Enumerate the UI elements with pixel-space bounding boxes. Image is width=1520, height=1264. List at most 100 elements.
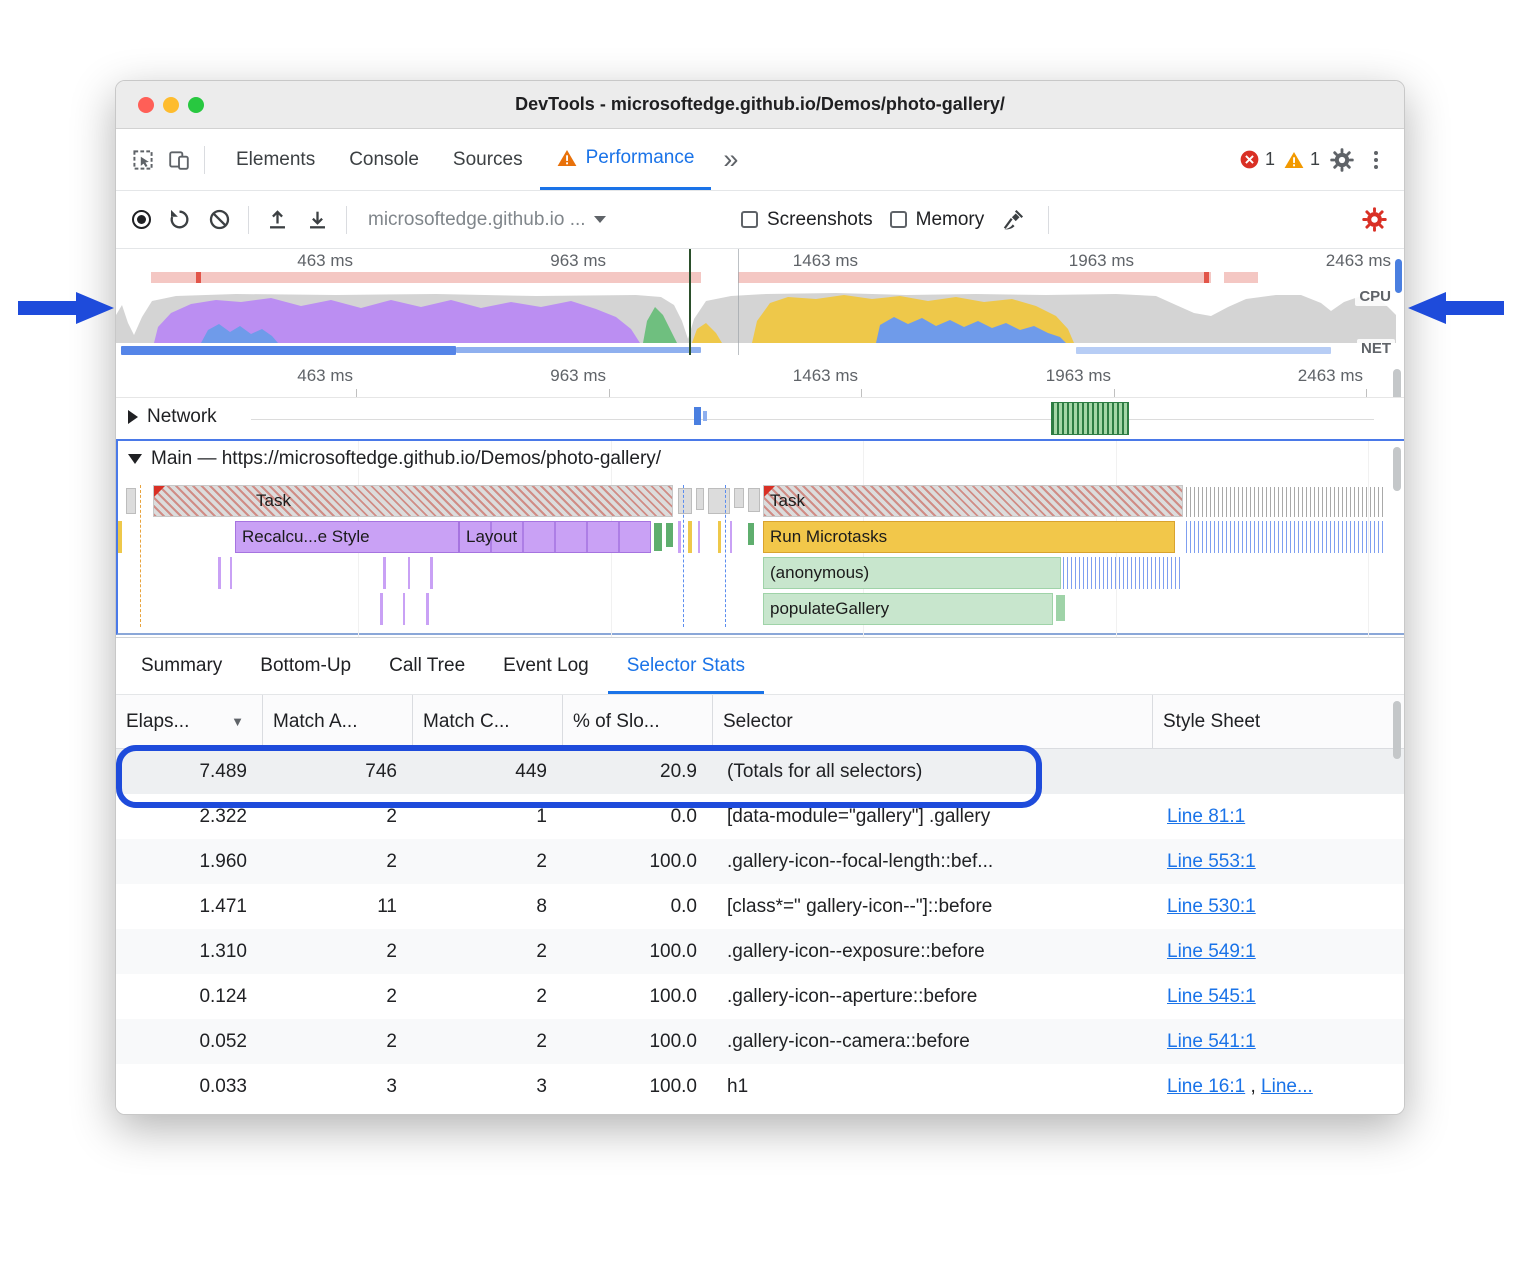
inspect-icon[interactable] <box>132 149 154 171</box>
tab-elements[interactable]: Elements <box>236 148 316 170</box>
cell-pct-of-slowest: 100.0 <box>649 1030 697 1052</box>
sort-icon: ▼ <box>231 714 244 729</box>
close-window-button[interactable] <box>138 97 154 113</box>
stylesheet-link[interactable]: Line... <box>1261 1075 1313 1097</box>
task-bar[interactable]: Task <box>153 485 673 517</box>
column-selector[interactable]: Selector <box>713 695 1153 748</box>
gc-icon[interactable] <box>1001 208 1025 232</box>
right-annotation-arrow <box>1408 292 1504 324</box>
table-row[interactable]: 2.322 2 1 0.0 [data-module="gallery"] .galle… <box>116 794 1404 839</box>
table-row[interactable]: 1.960 2 2 100.0 .gallery-icon--focal-length:… <box>116 839 1404 884</box>
tab-performance[interactable]: Performance <box>539 129 712 190</box>
stylesheet-link[interactable]: Line 545:1 <box>1167 985 1256 1007</box>
overview-time-label: 463 ms <box>297 251 353 270</box>
tab-call-tree[interactable]: Call Tree <box>389 655 466 676</box>
clear-icon[interactable] <box>208 208 231 231</box>
cell-match-count: 1 <box>536 805 547 827</box>
table-row[interactable]: 0.052 2 2 100.0 .gallery-icon--camera::befor… <box>116 1019 1404 1064</box>
warnings-icon <box>1284 151 1304 168</box>
download-icon[interactable] <box>306 208 329 231</box>
net-activity-bar <box>121 346 456 355</box>
playhead-line[interactable] <box>689 249 691 355</box>
overview-scrollbar-thumb[interactable] <box>1395 259 1402 293</box>
tab-console[interactable]: Console <box>349 148 419 170</box>
anonymous-function-bar[interactable]: (anonymous) <box>763 557 1061 589</box>
checkbox-icon <box>889 211 907 228</box>
column-match-attempts[interactable]: Match A... <box>263 695 413 748</box>
upload-icon[interactable] <box>266 208 289 231</box>
vertical-scrollbar-thumb[interactable] <box>1393 447 1401 491</box>
column-pct-of-slowest[interactable]: % of Slo... <box>563 695 713 748</box>
flame-row-3: (anonymous) <box>118 557 1404 591</box>
history-select[interactable]: microsoftedge.github.io ... <box>364 209 724 231</box>
errors-badge[interactable]: 1 <box>1240 149 1275 170</box>
main-track[interactable]: Main — https://microsoftedge.github.io/D… <box>116 439 1404 637</box>
network-request-block[interactable] <box>1051 402 1129 435</box>
main-toggle-icon[interactable] <box>128 454 142 464</box>
table-row[interactable]: 7.489 746 449 20.9 (Totals for all selectors… <box>116 749 1404 794</box>
network-toggle-icon[interactable] <box>128 410 138 424</box>
cell-match-attempts: 2 <box>386 1030 397 1052</box>
more-tabs-icon[interactable]: » <box>723 144 739 174</box>
toolbar-divider <box>346 205 347 234</box>
table-row[interactable]: 1.310 2 2 100.0 .gallery-icon--exposure::bef… <box>116 929 1404 974</box>
reload-icon[interactable] <box>168 208 191 231</box>
task-bar[interactable]: Task <box>763 485 1183 517</box>
tab-selector-stats[interactable]: Selector Stats <box>608 638 764 694</box>
recalculate-style-bar[interactable]: Recalcu...e Style <box>235 521 459 553</box>
cpu-label: CPU <box>1355 287 1395 306</box>
tab-sources[interactable]: Sources <box>452 148 523 170</box>
marker-line <box>683 485 684 627</box>
settings-icon[interactable] <box>1329 147 1355 173</box>
left-annotation-arrow <box>18 292 114 324</box>
main-track-header[interactable]: Main — https://microsoftedge.github.io/D… <box>128 448 661 470</box>
tab-event-log[interactable]: Event Log <box>503 655 589 676</box>
network-request-marker[interactable] <box>703 411 707 421</box>
stylesheet-link[interactable]: Line 530:1 <box>1167 895 1256 917</box>
overview-time-label: 963 ms <box>550 251 606 270</box>
tab-bottom-up[interactable]: Bottom-Up <box>260 655 352 676</box>
stylesheet-link[interactable]: Line 81:1 <box>1167 805 1246 827</box>
capture-settings-icon[interactable] <box>1361 206 1388 233</box>
memory-checkbox[interactable]: Memory <box>889 209 984 231</box>
network-track[interactable]: Network <box>116 397 1404 439</box>
table-row[interactable]: 1.471 11 8 0.0 [class*=" gallery-icon--"]::b… <box>116 884 1404 929</box>
cell-match-attempts: 2 <box>386 805 397 827</box>
long-task-warning-icon <box>154 486 165 497</box>
window-title: DevTools - microsoftedge.github.io/Demos… <box>515 94 1005 114</box>
warnings-badge[interactable]: 1 <box>1284 149 1320 170</box>
stylesheet-link[interactable]: Line 541:1 <box>1167 1030 1256 1052</box>
column-style-sheet[interactable]: Style Sheet <box>1163 710 1261 732</box>
network-overview-bar <box>738 272 1211 283</box>
layout-bar[interactable]: Layout <box>459 521 651 553</box>
table-row[interactable]: 0.033 3 3 100.0 h1 Line 16:1 , Line... <box>116 1064 1404 1109</box>
cell-pct-of-slowest: 100.0 <box>649 850 697 872</box>
selection-edge-line[interactable] <box>738 249 739 355</box>
run-microtasks-bar[interactable]: Run Microtasks <box>763 521 1175 553</box>
more-menu-icon[interactable] <box>1364 148 1388 172</box>
zoom-window-button[interactable] <box>188 97 204 113</box>
toolbar-divider <box>248 205 249 234</box>
stylesheet-link[interactable]: Line 16:1 <box>1167 1075 1246 1097</box>
minimize-window-button[interactable] <box>163 97 179 113</box>
cell-match-count: 449 <box>515 760 547 782</box>
populate-gallery-bar[interactable]: populateGallery <box>763 593 1053 625</box>
ruler-time-label: 1463 ms <box>792 366 858 385</box>
cell-selector: .gallery-icon--focal-length::bef... <box>727 850 994 872</box>
device-toolbar-icon[interactable] <box>168 149 190 171</box>
column-elapsed[interactable]: Elaps... ▼ <box>116 695 263 748</box>
tab-summary[interactable]: Summary <box>141 655 223 676</box>
table-row[interactable]: 0.124 2 2 100.0 .gallery-icon--aperture::bef… <box>116 974 1404 1019</box>
ruler-time-label: 1963 ms <box>1045 366 1111 385</box>
network-track-header[interactable]: Network <box>128 406 217 428</box>
marker-line <box>140 485 141 627</box>
performance-toolbar: microsoftedge.github.io ... Screenshots … <box>116 191 1404 249</box>
timeline-overview[interactable]: 463 ms 963 ms 1463 ms 1963 ms 2463 ms CP… <box>116 249 1404 361</box>
record-icon[interactable] <box>132 210 151 229</box>
stylesheet-link[interactable]: Line 553:1 <box>1167 850 1256 872</box>
column-match-count[interactable]: Match C... <box>413 695 563 748</box>
network-request-marker[interactable] <box>694 407 701 425</box>
stylesheet-link[interactable]: Line 549:1 <box>1167 940 1256 962</box>
vertical-scrollbar-thumb[interactable] <box>1393 701 1401 759</box>
screenshots-checkbox[interactable]: Screenshots <box>741 209 873 231</box>
